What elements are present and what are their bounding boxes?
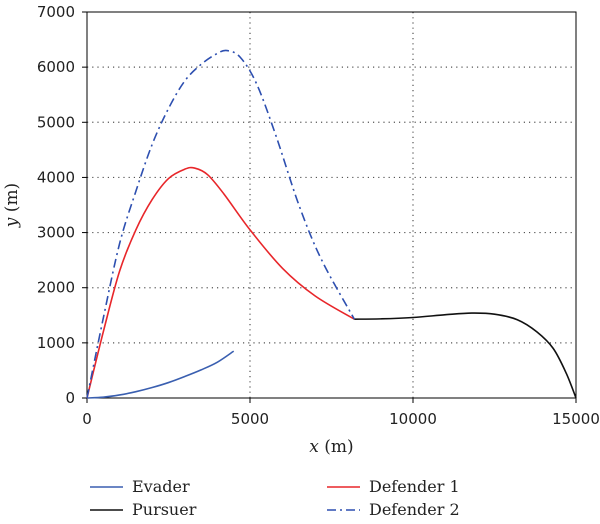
plot-frame (86, 11, 577, 399)
y-tick-label: 7000 (37, 3, 75, 21)
y-tick-label: 2000 (37, 279, 75, 297)
x-axis-title: x (m) (309, 437, 353, 457)
series-line-defender-1 (86, 166, 355, 399)
y-tick-label: 0 (65, 389, 75, 407)
y-tick-label: 6000 (37, 58, 75, 76)
grid-lines (87, 12, 576, 398)
x-tick-label: 15000 (552, 410, 600, 428)
legend-label: Evader (132, 477, 190, 496)
legend-item-defender-1: Defender 1 (327, 477, 460, 496)
series-lines (86, 49, 577, 399)
y-tick-label: 5000 (37, 113, 75, 131)
y-axis-title: y (m) (2, 183, 22, 228)
legend-label: Pursuer (132, 500, 197, 519)
legend-label: Defender 1 (369, 477, 460, 496)
x-tick-label: 10000 (389, 410, 437, 428)
series-line-pursuer (354, 312, 577, 399)
y-tick-label: 4000 (37, 168, 75, 186)
y-tick-label: 3000 (37, 224, 75, 242)
legend-item-evader: Evader (90, 477, 190, 496)
x-tick-label: 0 (82, 410, 92, 428)
axis-ticks: 0 5000 10000 15000 0 1000 2000 3000 4000 5000 6000… (37, 3, 600, 428)
legend-item-pursuer: Pursuer (90, 500, 197, 519)
x-tick-label: 5000 (231, 410, 269, 428)
legend-item-defender-2: Defender 2 (327, 500, 460, 519)
series-line-defender-2 (86, 49, 356, 399)
y-tick-label: 1000 (37, 334, 75, 352)
legend: Evader Defender 1 Pursuer Defender 2 (90, 477, 460, 519)
legend-label: Defender 2 (369, 500, 460, 519)
series-line-evader (86, 350, 235, 399)
